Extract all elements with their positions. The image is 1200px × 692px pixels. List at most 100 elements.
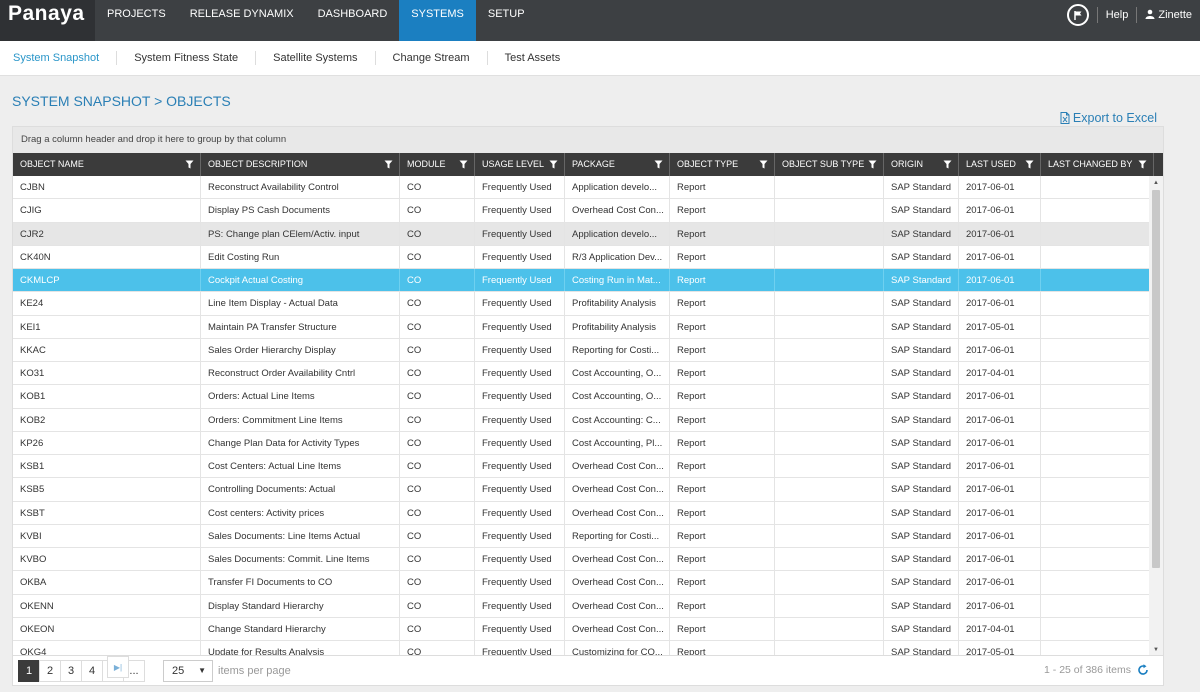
cell-origin: SAP Standard xyxy=(884,176,959,199)
chevron-down-icon: ▼ xyxy=(198,666,206,675)
table-row[interactable]: KO31 Reconstruct Order Availability Cntrl… xyxy=(13,362,1150,386)
scroll-down-icon[interactable]: ▼ xyxy=(1153,647,1159,653)
table-row[interactable]: CJR2 PS: Change plan CElem/Activ. input CO… xyxy=(13,222,1150,246)
refresh-icon[interactable] xyxy=(1137,664,1149,676)
grid-header: OBJECT NAME OBJECT DESCRIPTION MODULE USAGE… xyxy=(13,153,1163,176)
column-header-label: OBJECT DESCRIPTION xyxy=(208,159,308,169)
table-row[interactable]: KSB5 Controlling Documents: Actual CO Frequ… xyxy=(13,478,1150,502)
table-row[interactable]: KOB2 Orders: Commitment Line Items CO Frequ… xyxy=(13,408,1150,432)
column-header-last-used[interactable]: LAST USED xyxy=(959,153,1041,176)
column-header-usage-level[interactable]: USAGE LEVEL xyxy=(475,153,565,176)
filter-icon[interactable] xyxy=(868,160,877,169)
cell-last-used: 2017-05-01 xyxy=(959,641,1041,657)
table-row[interactable]: OKG4 Update for Results Analysis CO Frequen… xyxy=(13,641,1150,657)
scroll-thumb[interactable] xyxy=(1152,190,1160,568)
cell-object-description: Display PS Cash Documents xyxy=(201,199,400,222)
filter-icon[interactable] xyxy=(1025,160,1034,169)
cell-object-sub-type xyxy=(775,245,884,268)
objects-grid: Drag a column header and drop it here to… xyxy=(12,126,1164,686)
nav-item-projects[interactable]: PROJECTS xyxy=(107,8,166,20)
filter-icon[interactable] xyxy=(943,160,952,169)
page-button[interactable]: 1 xyxy=(18,659,40,682)
nav-item-release-dynamix[interactable]: RELEASE DYNAMIX xyxy=(189,8,294,20)
cell-object-type: Report xyxy=(670,338,775,361)
filter-icon[interactable] xyxy=(459,160,468,169)
table-row[interactable]: CK40N Edit Costing Run CO Frequently Used R/… xyxy=(13,245,1150,269)
flag-icon[interactable] xyxy=(1066,4,1089,26)
tab-system-fitness-state[interactable]: System Fitness State xyxy=(134,51,257,65)
cell-last-used: 2017-06-01 xyxy=(959,524,1041,547)
table-row[interactable]: KEI1 Maintain PA Transfer Structure CO Freq… xyxy=(13,315,1150,339)
page-button[interactable]: 3 xyxy=(60,659,82,682)
cell-object-description: Sales Documents: Commit. Line Items xyxy=(201,548,400,571)
filter-icon[interactable] xyxy=(654,160,663,169)
user-menu[interactable]: Zinette xyxy=(1137,0,1200,30)
cell-module: CO xyxy=(400,362,475,385)
filter-icon[interactable] xyxy=(759,160,768,169)
table-row[interactable]: KSBT Cost centers: Activity prices CO Frequ… xyxy=(13,501,1150,525)
panaya-logo[interactable]: Panaya xyxy=(0,0,95,41)
column-header-object-sub-type[interactable]: OBJECT SUB TYPE xyxy=(775,153,884,176)
column-header-last-changed-by[interactable]: LAST CHANGED BY xyxy=(1041,153,1154,176)
table-row[interactable]: OKEON Change Standard Hierarchy CO Frequent… xyxy=(13,617,1150,641)
scroll-up-icon[interactable]: ▲ xyxy=(1153,180,1159,186)
cell-package: Overhead Cost Con... xyxy=(565,501,670,524)
table-row[interactable]: KP26 Change Plan Data for Activity Types C… xyxy=(13,431,1150,455)
table-row[interactable]: KKAC Sales Order Hierarchy Display CO Frequ… xyxy=(13,338,1150,362)
nav-item-systems[interactable]: SYSTEMS xyxy=(399,0,476,41)
tab-satellite-systems[interactable]: Satellite Systems xyxy=(273,51,376,65)
table-row[interactable]: KOB1 Orders: Actual Line Items CO Frequentl… xyxy=(13,385,1150,409)
cell-last-used: 2017-06-01 xyxy=(959,292,1041,315)
cell-usage-level: Frequently Used xyxy=(475,292,565,315)
table-row[interactable]: KVBO Sales Documents: Commit. Line Items C… xyxy=(13,548,1150,572)
column-header-object-name[interactable]: OBJECT NAME xyxy=(13,153,201,176)
tab-change-stream[interactable]: Change Stream xyxy=(393,51,488,65)
help-link[interactable]: Help xyxy=(1105,9,1129,21)
cell-object-name: CJBN xyxy=(13,176,201,199)
table-row[interactable]: KVBI Sales Documents: Line Items Actual CO… xyxy=(13,524,1150,548)
cell-module: CO xyxy=(400,176,475,199)
cell-last-changed-by xyxy=(1041,223,1150,245)
filter-icon[interactable] xyxy=(384,160,393,169)
cell-package: Cost Accounting, Pl... xyxy=(565,431,670,454)
tab-system-snapshot[interactable]: System Snapshot xyxy=(13,51,118,65)
cell-last-changed-by xyxy=(1041,525,1150,547)
column-header-module[interactable]: MODULE xyxy=(400,153,475,176)
page-button[interactable]: 2 xyxy=(39,659,61,682)
column-header-origin[interactable]: ORIGIN xyxy=(884,153,959,176)
nav-item-dashboard[interactable]: DASHBOARD xyxy=(317,8,388,20)
pager-info-text: 1 - 25 of 386 items xyxy=(1044,664,1131,676)
last-page-button[interactable]: ▶| xyxy=(107,656,129,678)
column-header-object-description[interactable]: OBJECT DESCRIPTION xyxy=(201,153,400,176)
nav-item-setup[interactable]: SETUP xyxy=(487,8,525,20)
cell-module: CO xyxy=(400,245,475,268)
cell-object-description: Sales Order Hierarchy Display xyxy=(201,338,400,361)
cell-package: Overhead Cost Con... xyxy=(565,199,670,222)
table-row[interactable]: KE24 Line Item Display - Actual Data CO Fre… xyxy=(13,292,1150,316)
page-button[interactable]: 4 xyxy=(81,659,103,682)
table-row[interactable]: OKENN Display Standard Hierarchy CO Frequen… xyxy=(13,594,1150,618)
column-header-package[interactable]: PACKAGE xyxy=(565,153,670,176)
vertical-scrollbar[interactable]: ▲ ▼ xyxy=(1149,176,1163,657)
group-drop-area[interactable]: Drag a column header and drop it here to… xyxy=(13,127,1163,153)
page-size-select[interactable]: 25 ▼ xyxy=(163,659,213,682)
table-row[interactable]: CJIG Display PS Cash Documents CO Frequentl… xyxy=(13,199,1150,223)
tab-test-assets[interactable]: Test Assets xyxy=(504,52,561,64)
table-row[interactable]: CJBN Reconstruct Availability Control CO Fr… xyxy=(13,176,1150,200)
cell-object-name: OKBA xyxy=(13,571,201,594)
main-nav: PROJECTS RELEASE DYNAMIX DASHBOARD SYSTEMS S… xyxy=(95,0,537,41)
cell-origin: SAP Standard xyxy=(884,385,959,408)
column-header-object-type[interactable]: OBJECT TYPE xyxy=(670,153,775,176)
cell-module: CO xyxy=(400,315,475,338)
filter-icon[interactable] xyxy=(1138,160,1147,169)
table-row[interactable]: CKMLCP Cockpit Actual Costing CO Frequently… xyxy=(13,269,1150,293)
filter-icon[interactable] xyxy=(185,160,194,169)
table-row[interactable]: KSB1 Cost Centers: Actual Line Items CO Fre… xyxy=(13,455,1150,479)
cell-object-sub-type xyxy=(775,199,884,222)
cell-object-name: KSB5 xyxy=(13,478,201,501)
filter-icon[interactable] xyxy=(549,160,558,169)
pager-info: 1 - 25 of 386 items xyxy=(1044,664,1149,676)
export-to-excel-button[interactable]: Export to Excel xyxy=(1060,111,1157,125)
cell-object-type: Report xyxy=(670,641,775,657)
table-row[interactable]: OKBA Transfer FI Documents to CO CO Frequen… xyxy=(13,571,1150,595)
